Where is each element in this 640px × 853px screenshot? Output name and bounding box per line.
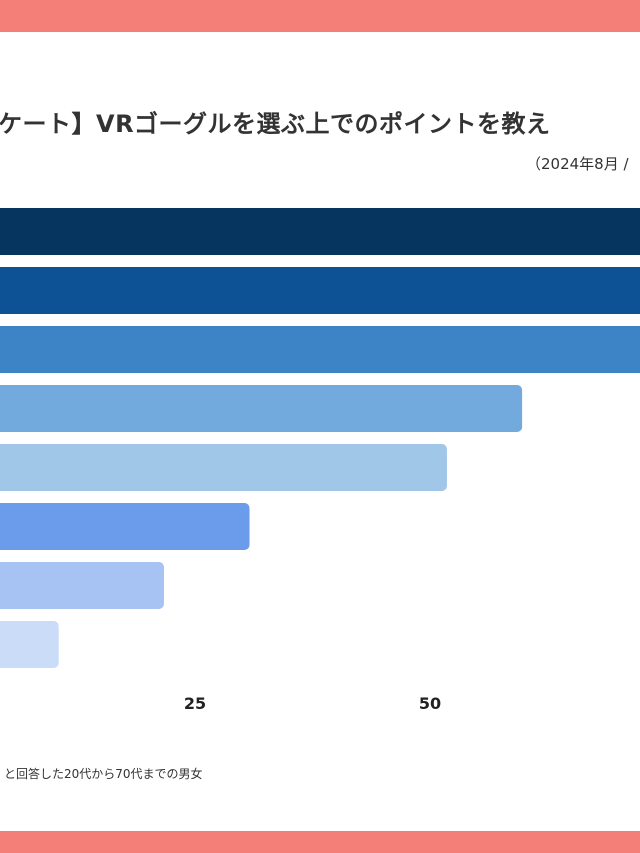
bar-1: [0, 208, 640, 255]
bottom-accent-bar: [0, 831, 640, 853]
bar-4: [0, 385, 523, 432]
chart-title: ケート】VRゴーグルを選ぶ上でのポイントを教え: [0, 110, 551, 138]
chart-subtitle: （2024年8月 /: [526, 155, 629, 173]
x-tick-label: 25: [184, 694, 206, 713]
bar-2: [0, 267, 640, 314]
x-tick-label: 50: [419, 694, 441, 713]
bar-3: [0, 326, 640, 373]
survey-footnote: と回答した20代から70代までの男女: [4, 767, 203, 781]
top-accent-bar: [0, 0, 640, 32]
bar-6: [0, 503, 250, 550]
bar-7: [0, 562, 164, 609]
bar-5: [0, 444, 447, 491]
bar-8: [0, 621, 59, 668]
